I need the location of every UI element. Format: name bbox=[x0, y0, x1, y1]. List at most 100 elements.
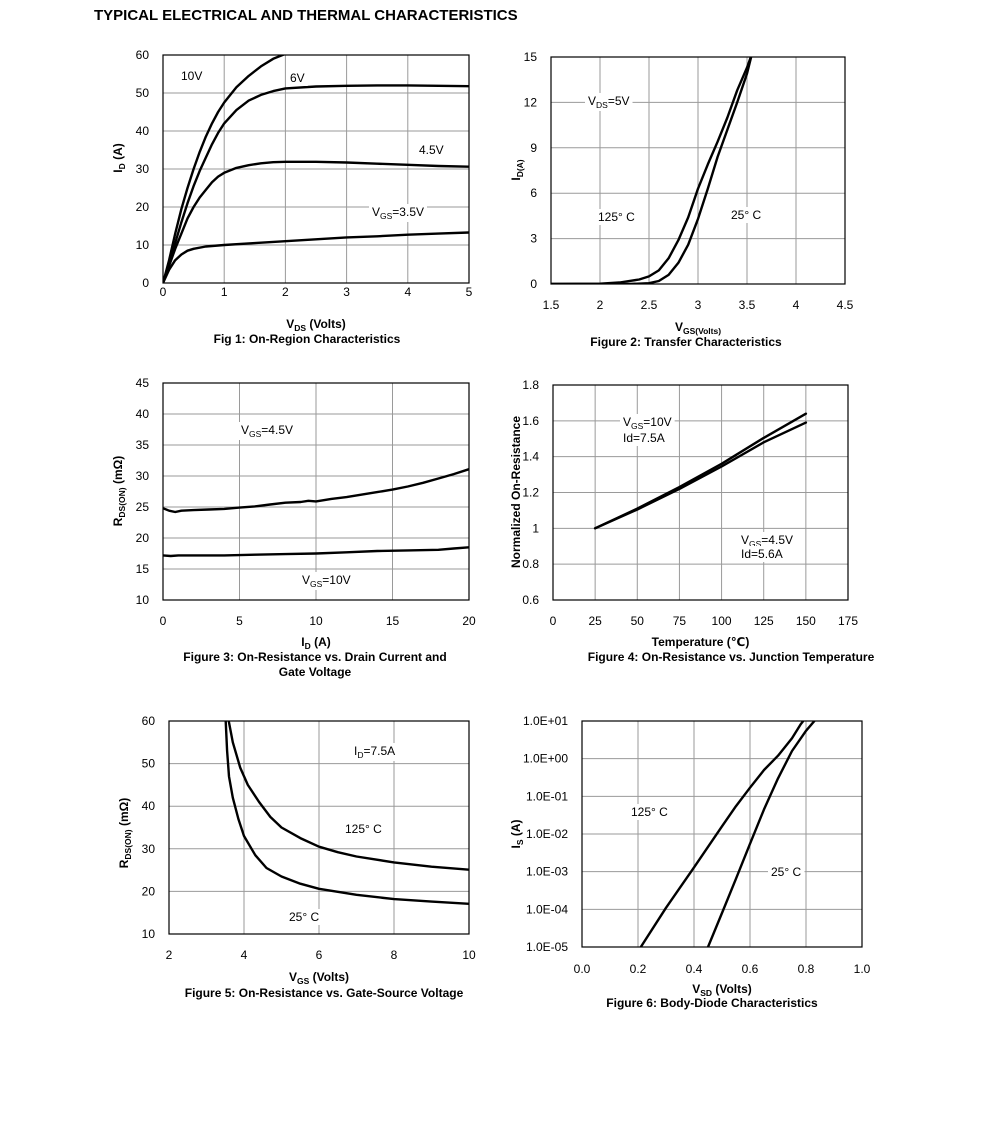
x-tick-label: 2 bbox=[282, 285, 289, 299]
y-tick-label: 0.8 bbox=[522, 557, 539, 571]
x-tick-label: 125 bbox=[754, 614, 774, 628]
figure-caption: Gate Voltage bbox=[279, 665, 352, 679]
annotation-backing bbox=[738, 546, 786, 562]
x-axis-label: VGS (Volts) bbox=[289, 970, 349, 986]
y-tick-label: 1 bbox=[532, 521, 539, 535]
x-tick-label: 0.8 bbox=[798, 962, 815, 976]
annotation-label: 125° C bbox=[345, 822, 382, 836]
annotation-label: 25° C bbox=[771, 865, 801, 879]
plot-frame bbox=[168, 720, 470, 935]
x-tick-label: 0 bbox=[550, 614, 557, 628]
series-line-2 bbox=[551, 57, 753, 284]
y-axis-label: ID (A) bbox=[111, 143, 127, 172]
y-tick-label: 35 bbox=[136, 438, 150, 452]
x-tick-label: 150 bbox=[796, 614, 816, 628]
annotation-backing bbox=[299, 572, 354, 590]
x-tick-label: 3.5 bbox=[739, 298, 756, 312]
y-tick-label: 1.6 bbox=[522, 414, 539, 428]
annotation-backing bbox=[728, 207, 765, 223]
annotation-label: 4.5V bbox=[419, 143, 444, 157]
annotation-label: VGS=10V bbox=[623, 415, 672, 431]
annotation-backing bbox=[286, 909, 323, 925]
annotation-backing bbox=[287, 70, 308, 86]
x-tick-label: 0 bbox=[160, 285, 167, 299]
x-tick-label: 20 bbox=[462, 614, 476, 628]
figure-caption: Fig 1: On-Region Characteristics bbox=[214, 332, 401, 346]
y-tick-label: 30 bbox=[142, 842, 156, 856]
y-tick-label: 1.0E-05 bbox=[526, 940, 568, 954]
x-tick-label: 2 bbox=[166, 948, 173, 962]
annotation-backing bbox=[351, 743, 399, 761]
y-tick-label: 1.8 bbox=[522, 378, 539, 392]
figure-caption: Figure 5: On-Resistance vs. Gate-Source … bbox=[185, 986, 464, 1000]
y-tick-label: 10 bbox=[136, 593, 150, 607]
series-line-2 bbox=[706, 721, 816, 947]
series-line-2 bbox=[593, 412, 808, 530]
annotation-label: 125° C bbox=[631, 805, 668, 819]
y-axis-label-group: Normalized On-Resistance bbox=[509, 416, 523, 568]
series-line-2 bbox=[163, 84, 469, 283]
y-tick-label: 0 bbox=[530, 277, 537, 291]
figure-caption: Figure 3: On-Resistance vs. Drain Curren… bbox=[183, 650, 446, 664]
series-line-4 bbox=[163, 231, 469, 283]
x-axis-label: VDS (Volts) bbox=[286, 317, 346, 333]
y-tick-label: 0 bbox=[142, 276, 149, 290]
y-tick-label: 1.0E-03 bbox=[526, 865, 568, 879]
series-line-2 bbox=[224, 721, 469, 905]
figure-caption: Figure 2: Transfer Characteristics bbox=[590, 335, 782, 349]
y-axis-label-group: IS (A) bbox=[509, 819, 525, 848]
y-axis-label-group: RDS(ON) (mΩ) bbox=[117, 798, 133, 869]
plot-frame bbox=[162, 382, 470, 601]
x-tick-label: 0 bbox=[160, 614, 167, 628]
x-tick-label: 1.0 bbox=[854, 962, 871, 976]
y-tick-label: 15 bbox=[524, 50, 538, 64]
figure-6: 125° C 25° C 0.0 0.2 0.4 0.6 0.8 1.0 1.0E-05 1.0E… bbox=[509, 714, 871, 1010]
y-tick-label: 10 bbox=[142, 927, 156, 941]
y-tick-label: 9 bbox=[530, 141, 537, 155]
annotation-label: ID=7.5A bbox=[354, 744, 395, 760]
series-line-3 bbox=[163, 160, 469, 283]
x-tick-label: 5 bbox=[236, 614, 243, 628]
y-tick-label: 60 bbox=[136, 48, 150, 62]
annotation-label: VGS=10V bbox=[302, 573, 351, 589]
annotation-backing bbox=[620, 414, 675, 432]
x-tick-label: 4 bbox=[241, 948, 248, 962]
figure-caption: Figure 4: On-Resistance vs. Junction Tem… bbox=[588, 650, 875, 664]
x-axis-label: VGS(Volts) bbox=[675, 320, 721, 336]
annotation-label: Id=5.6A bbox=[741, 547, 783, 561]
figure-5: ID=7.5A 125° C 25° C 2 4 6 8 10 10 20 30 40 50 60 VGS … bbox=[117, 714, 476, 1000]
x-tick-label: 2.5 bbox=[641, 298, 658, 312]
annotation-backing bbox=[416, 142, 447, 158]
series-line-1 bbox=[551, 57, 753, 284]
x-tick-label: 1 bbox=[221, 285, 228, 299]
x-tick-label: 6 bbox=[316, 948, 323, 962]
y-tick-label: 30 bbox=[136, 162, 150, 176]
y-tick-label: 3 bbox=[530, 232, 537, 246]
x-tick-label: 5 bbox=[466, 285, 473, 299]
x-tick-label: 3 bbox=[695, 298, 702, 312]
y-tick-label: 1.0E+00 bbox=[523, 752, 568, 766]
x-tick-label: 175 bbox=[838, 614, 858, 628]
y-tick-label: 12 bbox=[524, 95, 538, 109]
annotation-backing bbox=[178, 68, 206, 84]
annotation-label: 10V bbox=[181, 69, 202, 83]
y-tick-label: 1.2 bbox=[522, 486, 539, 500]
annotation-backing bbox=[620, 430, 668, 446]
x-tick-label: 75 bbox=[673, 614, 687, 628]
y-tick-label: 1.0E-02 bbox=[526, 827, 568, 841]
annotation-label: 25° C bbox=[289, 910, 319, 924]
y-tick-label: 6 bbox=[530, 186, 537, 200]
y-axis-label: IS (A) bbox=[509, 819, 525, 848]
y-tick-label: 45 bbox=[136, 376, 150, 390]
series-line-2 bbox=[163, 546, 469, 558]
plot-frame bbox=[581, 720, 863, 948]
plot-frame bbox=[162, 54, 470, 284]
annotation-backing bbox=[595, 209, 639, 225]
y-tick-label: 40 bbox=[142, 799, 156, 813]
y-tick-label: 60 bbox=[142, 714, 156, 728]
figure-3: VGS=4.5V VGS=10V 0 5 10 15 20 10 15 20 25 30 35 40 45 I… bbox=[111, 376, 476, 679]
x-tick-label: 8 bbox=[391, 948, 398, 962]
y-tick-label: 20 bbox=[136, 200, 150, 214]
annotation-backing bbox=[342, 821, 386, 837]
